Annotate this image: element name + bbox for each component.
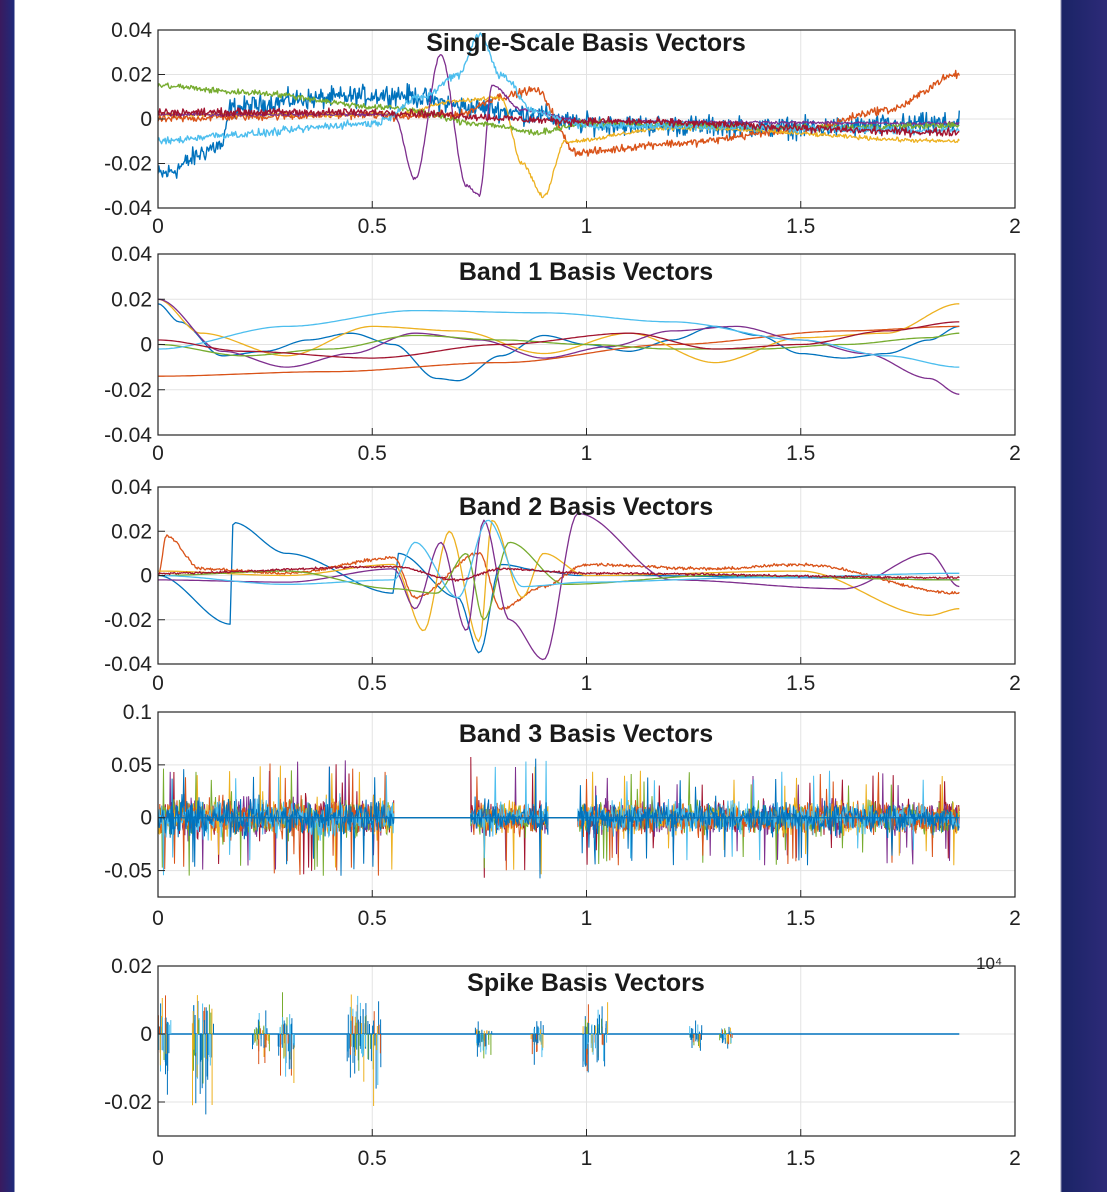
y-tick-label: 0 — [140, 565, 152, 588]
y-tick-label: 0.02 — [111, 288, 152, 311]
x-tick-label: 2 — [1009, 442, 1021, 465]
series-line — [158, 519, 960, 643]
panel-title: Single-Scale Basis Vectors — [426, 29, 746, 57]
x-tick-label: 1.5 — [786, 1147, 815, 1170]
y-tick-label: -0.02 — [104, 153, 152, 176]
y-tick-label: -0.02 — [104, 379, 152, 402]
y-tick-label: 0.02 — [111, 520, 152, 543]
axes-frame: 0 0.5 1 1.5 2 0.1 0.05 0 -0.05 — [104, 701, 1021, 930]
panel-single-scale: Single-Scale Basis Vectors 0 0.5 1 1.5 2 0.04… — [104, 19, 1021, 238]
y-tick-label: 0.1 — [123, 701, 152, 724]
data-layer — [158, 32, 960, 199]
x-tick-label: 1 — [581, 1147, 593, 1170]
series-line — [158, 332, 960, 357]
y-tick-label: 0.04 — [111, 19, 152, 42]
axes-frame: 0 0.5 1 1.5 2 0.04 0.02 0 -0.02 -0.04 — [104, 476, 1021, 695]
x-tick-label: 0 — [152, 907, 164, 930]
x-tick-label: 0 — [152, 1147, 164, 1170]
y-tick-label: -0.02 — [104, 609, 152, 632]
x-tick-label: 1.5 — [786, 442, 815, 465]
x-tick-label: 0.5 — [358, 1147, 387, 1170]
series-line — [158, 325, 960, 377]
x-tick-label: 1.5 — [786, 672, 815, 695]
x-tick-label: 2 — [1009, 907, 1021, 930]
x-tick-label: 0 — [152, 442, 164, 465]
series-line — [158, 82, 960, 179]
y-tick-label: 0.04 — [111, 243, 152, 266]
series-line — [158, 758, 960, 879]
y-tick-label: -0.02 — [104, 1091, 152, 1114]
series-line — [158, 298, 960, 364]
series-line — [158, 565, 960, 582]
x-tick-label: 1 — [581, 907, 593, 930]
panel-spike: Spike Basis Vectors 0 0.5 1 1.5 2 0.02 0 -0.02 — [104, 955, 1021, 1170]
x-tick-label: 1.5 — [786, 907, 815, 930]
x-tick-label: 0 — [152, 215, 164, 238]
y-tick-label: 0.04 — [111, 476, 152, 499]
x-tick-label: 0.5 — [358, 672, 387, 695]
x-tick-label: 2 — [1009, 1147, 1021, 1170]
x-exponent-label: 10⁴ — [976, 954, 1002, 973]
x-tick-label: 0.5 — [358, 907, 387, 930]
series-line — [158, 541, 960, 621]
axes-frame: 0 0.5 1 1.5 2 0.04 0.02 0 -0.02 -0.04 — [104, 243, 1021, 465]
y-tick-label: 0.02 — [111, 64, 152, 87]
series-line — [158, 303, 960, 382]
x-tick-label: 0.5 — [358, 442, 387, 465]
series-line — [158, 309, 960, 368]
x-tick-label: 1 — [581, 442, 593, 465]
y-tick-label: -0.04 — [104, 424, 152, 447]
series-line — [158, 534, 960, 611]
x-tick-label: 0.5 — [358, 215, 387, 238]
panel-title: Band 3 Basis Vectors — [459, 720, 713, 748]
axes-frame: 0 0.5 1 1.5 2 0.04 0.02 0 -0.02 -0.04 — [104, 19, 1021, 238]
series-line — [158, 82, 960, 136]
x-tick-label: 1 — [581, 672, 593, 695]
data-layer — [158, 992, 960, 1115]
x-tick-label: 0 — [152, 672, 164, 695]
y-tick-label: 0 — [140, 807, 152, 830]
data-layer — [158, 512, 960, 661]
x-tick-label: 1.5 — [786, 215, 815, 238]
series-line — [158, 512, 960, 661]
series-line — [158, 321, 960, 359]
series-line — [158, 763, 960, 876]
y-tick-label: -0.04 — [104, 197, 152, 220]
panel-title: Spike Basis Vectors — [467, 969, 705, 997]
panel-title: Band 2 Basis Vectors — [459, 493, 713, 521]
y-tick-label: 0.05 — [111, 754, 152, 777]
panel-band-2: Band 2 Basis Vectors 0 0.5 1 1.5 20.040.020-… — [104, 476, 1021, 695]
x-tick-label: 2 — [1009, 672, 1021, 695]
data-layer — [158, 756, 960, 879]
axes-frame: 0 0.5 1 1.5 2 0.02 0 -0.02 — [104, 955, 1021, 1170]
y-tick-label: -0.04 — [104, 653, 152, 676]
panel-band-1: Band 1 Basis Vectors 0 0.5 1 1.5 20.040.020-… — [104, 243, 1021, 465]
series-line — [158, 107, 960, 138]
y-tick-label: -0.05 — [104, 860, 152, 883]
x-tick-label: 2 — [1009, 215, 1021, 238]
x-tick-label: 1 — [581, 215, 593, 238]
data-layer — [158, 298, 960, 395]
panel-band-3: Band 3 Basis Vectors 0 0.5 1 1.5 2 0.1 0.05 0 -0… — [104, 701, 1021, 930]
y-tick-label: 0.02 — [111, 955, 152, 978]
y-tick-label: 0 — [140, 108, 152, 131]
y-tick-label: 0 — [140, 334, 152, 357]
panel-title: Band 1 Basis Vectors — [459, 258, 713, 286]
y-tick-label: 0 — [140, 1023, 152, 1046]
